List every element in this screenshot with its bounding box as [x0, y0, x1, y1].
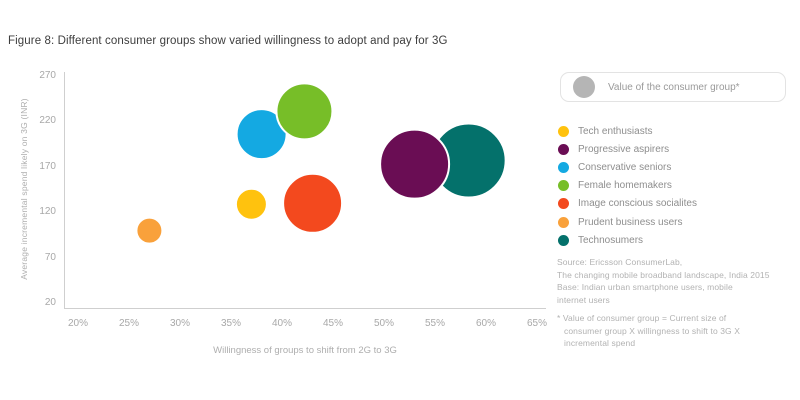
legend-dot-icon [558, 161, 569, 173]
y-tick-label: 170 [39, 160, 56, 172]
legend-dot-icon [558, 180, 569, 192]
legend-item-tech-enthusiasts: Tech enthusiasts [558, 122, 697, 140]
figure-title: Figure 8: Different consumer groups show… [8, 35, 448, 47]
legend-item-conservative-seniors: Conservative seniors [558, 158, 697, 176]
x-tick-label: 65% [526, 318, 547, 329]
legend-item-label: Conservative seniors [578, 161, 672, 173]
legend-item-progressive-aspirers: Progressive aspirers [558, 140, 697, 158]
legend-item-label: Technosumers [578, 234, 644, 246]
y-tick-label: 270 [39, 69, 56, 81]
x-axis-line [64, 308, 546, 309]
source-text: Source: Ericsson ConsumerLab, The changin… [557, 256, 770, 306]
y-tick-label: 70 [44, 251, 56, 263]
legend-item-label: Tech enthusiasts [578, 125, 653, 137]
bubble-prudent-business-users [135, 216, 164, 245]
x-tick-label: 40% [271, 318, 292, 329]
x-tick-label: 25% [118, 318, 139, 329]
x-axis-title: Willingness of groups to shift from 2G t… [213, 345, 397, 356]
x-tick-label: 60% [475, 318, 496, 329]
bubble-tech-enthusiasts [234, 187, 268, 221]
fineprint-line: incremental spend [564, 338, 636, 349]
legend-item-prudent-business-users: Prudent business users [558, 213, 697, 231]
bubble-image-conscious-socialites [282, 172, 344, 234]
legend-dot-icon [558, 198, 569, 210]
legend-item-label: Prudent business users [578, 216, 683, 228]
footnote-text: * Value of consumer group = Current size… [557, 312, 740, 350]
y-tick-label: 20 [44, 297, 56, 308]
x-tick-label: 45% [322, 318, 343, 329]
legend-size-key: Value of the consumer group* [560, 72, 786, 102]
fineprint-line: internet users [557, 294, 610, 305]
legend-item-label: Progressive aspirers [578, 143, 670, 155]
legend-item-label: Image conscious socialites [578, 198, 697, 210]
y-tick-label: 120 [39, 206, 56, 217]
legend-dot-icon [558, 216, 569, 228]
fineprint-line: The changing mobile broadband landscape,… [557, 269, 770, 280]
x-tick-label: 50% [373, 318, 394, 329]
legend-item-female-homemakers: Female homemakers [558, 177, 697, 195]
fineprint-line: Base: Indian urban smartphone users, mob… [557, 282, 733, 293]
bubble-progressive-aspirers [379, 128, 451, 200]
x-tick-label: 35% [220, 318, 241, 329]
x-tick-label: 55% [424, 318, 445, 329]
legend-item-technosumers: Technosumers [558, 231, 697, 249]
legend-list: Tech enthusiasts Progressive aspirers Cons… [558, 122, 697, 249]
x-tick-label: 30% [169, 318, 190, 329]
legend-item-image-conscious-socialites: Image conscious socialites [558, 195, 697, 213]
legend-dot-icon [558, 234, 569, 246]
x-tick-label: 20% [67, 318, 88, 329]
legend-item-label: Female homemakers [578, 180, 672, 192]
size-key-label: Value of the consumer group* [608, 81, 740, 93]
y-axis-line [64, 72, 65, 308]
size-key-bubble-icon [573, 76, 595, 98]
fineprint-line: consumer group X willingness to shift to… [564, 325, 740, 336]
fineprint-line: Source: Ericsson ConsumerLab, [557, 257, 683, 267]
bubble-female-homemakers [275, 82, 334, 141]
legend-dot-icon [558, 143, 569, 155]
y-tick-label: 220 [39, 115, 56, 126]
fineprint-line: * Value of consumer group = Current size… [557, 313, 727, 323]
bubble-layer [135, 82, 507, 245]
legend-dot-icon [558, 125, 569, 137]
